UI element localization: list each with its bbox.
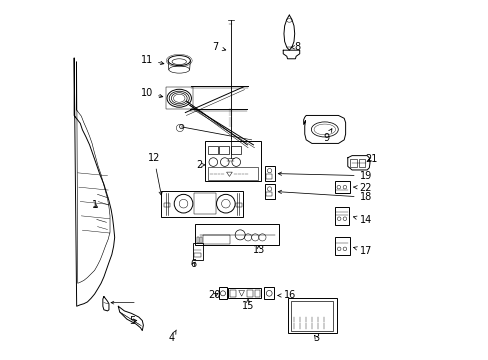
Bar (204, 141, 260, 181)
Text: 18: 18 (278, 190, 371, 202)
Bar (235, 203, 241, 207)
Bar (334, 207, 348, 225)
Text: 19: 19 (278, 171, 371, 181)
Bar (161, 191, 243, 217)
Text: 16: 16 (277, 291, 296, 301)
Bar (207, 145, 218, 154)
Text: 22: 22 (353, 183, 371, 193)
Text: 13: 13 (252, 245, 264, 255)
Text: 8: 8 (291, 42, 300, 52)
Text: 12: 12 (148, 153, 162, 195)
Text: 15: 15 (242, 298, 254, 311)
Bar (165, 87, 192, 109)
Bar (219, 145, 229, 154)
Bar (192, 243, 202, 260)
Text: 1: 1 (91, 200, 98, 210)
Bar (334, 181, 349, 193)
Text: 2: 2 (196, 160, 205, 170)
Bar (203, 235, 230, 244)
Bar (287, 298, 336, 333)
Text: 20: 20 (207, 291, 220, 301)
Bar (164, 203, 169, 207)
Bar (254, 290, 260, 297)
Bar (207, 167, 258, 180)
Bar (334, 237, 349, 255)
Bar (200, 237, 202, 243)
Bar (358, 159, 364, 167)
Bar (230, 290, 235, 297)
Bar (247, 290, 252, 297)
Bar (197, 237, 199, 243)
Bar (195, 224, 279, 245)
Text: 17: 17 (353, 246, 371, 256)
Text: 4: 4 (169, 330, 176, 343)
Bar (230, 145, 241, 154)
Text: 11: 11 (141, 55, 163, 65)
Text: 21: 21 (365, 154, 377, 164)
Text: 14: 14 (353, 215, 371, 225)
Bar (264, 184, 274, 199)
Text: 3: 3 (312, 333, 319, 343)
Bar (264, 287, 274, 299)
Bar (228, 288, 261, 298)
Bar (218, 287, 227, 299)
Text: 10: 10 (141, 88, 163, 98)
Bar (193, 193, 215, 214)
Bar (265, 174, 272, 179)
Bar (290, 301, 333, 330)
Bar (349, 159, 356, 167)
Bar (264, 166, 274, 181)
Bar (194, 253, 201, 257)
Bar (265, 192, 272, 197)
Text: 7: 7 (212, 42, 225, 52)
Text: 6: 6 (190, 259, 196, 269)
Text: 5: 5 (129, 316, 137, 325)
Text: 9: 9 (323, 129, 331, 143)
